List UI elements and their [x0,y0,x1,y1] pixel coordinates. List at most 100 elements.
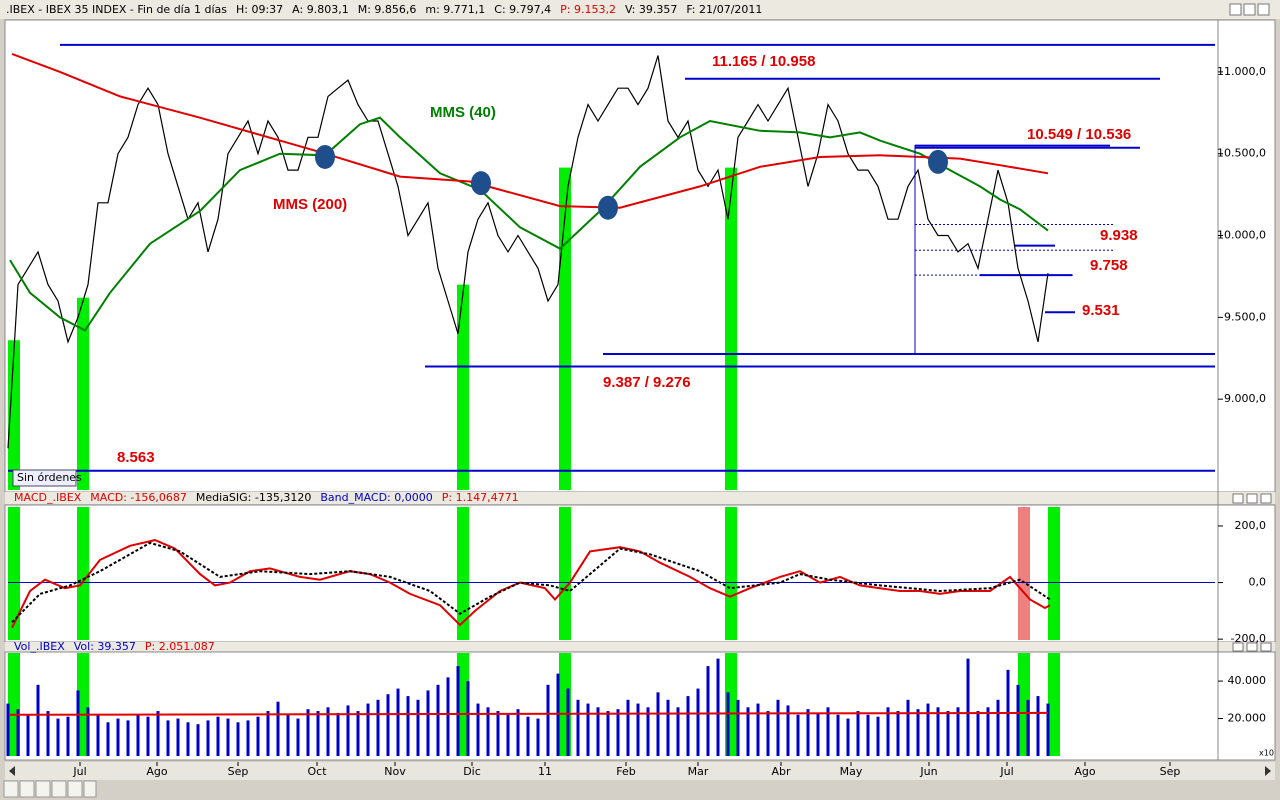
maximize-button[interactable] [1243,3,1256,16]
volume-bar [126,720,130,756]
header-part: F: 21/07/2011 [686,3,762,16]
volume-bar [606,711,610,756]
volume-header-bar [5,642,1275,652]
nav-button[interactable] [35,780,51,798]
volume-panel [4,651,1276,761]
window-buttons[interactable] [1229,3,1270,16]
x-tick-label: Jul [999,765,1013,778]
volume-bar [876,716,880,756]
signal-bar [1048,653,1060,756]
x-tick-label: Feb [616,765,635,778]
volume-bar [756,703,760,756]
header-part: V: 39.357 [625,3,677,16]
volume-bar [296,718,300,756]
volume-bar [226,718,230,756]
x-tick-label: Ago [146,765,168,778]
volume-bar [16,709,20,756]
volume-bar [306,709,310,756]
volume-bar [666,699,670,756]
annotation: 8.563 [117,449,155,466]
volume-bar [166,720,170,756]
volume-bar [926,703,930,756]
volume-bar [866,714,870,756]
panel-button[interactable] [1260,642,1272,652]
panel-button[interactable] [1260,493,1272,504]
x-tick-label: Dic [463,765,481,778]
volume-bar [176,718,180,756]
volume-bar [266,711,270,756]
volume-bar [556,673,560,756]
header-part: A: 9.803,1 [292,3,349,16]
volume-bar [536,718,540,756]
scroll-right[interactable] [1265,766,1271,776]
nav-button[interactable] [67,780,83,798]
volume-bar [146,716,150,756]
minimize-button[interactable] [1229,3,1242,16]
signal-bar [725,507,737,640]
macd-header-bar [5,492,1275,504]
volume-bar [476,703,480,756]
nav-button[interactable] [51,780,67,798]
close-button[interactable] [1257,3,1270,16]
volume-bar [736,699,740,756]
series-line [11,541,1051,623]
y-tick-label: 10.000,0 [1217,229,1266,242]
panel-button[interactable] [1232,642,1244,652]
header-part: .IBEX - IBEX 35 INDEX - Fin de día 1 día… [6,3,227,16]
signal-bar [1018,507,1030,640]
header-part: Vol_.IBEX [14,640,65,653]
panel-buttons[interactable] [1232,493,1272,652]
volume-bar [856,711,860,756]
panel-1: MACD_.IBEX MACD: -156,0687 MediaSIG: -135,… [8,491,1266,645]
volume-bar [66,716,70,756]
panel-button[interactable] [1232,493,1244,504]
nav-button[interactable] [19,780,35,798]
volume-bar [246,720,250,756]
header-part: M: 9.856,6 [358,3,417,16]
x-tick-label: 11 [538,765,552,778]
panel-header: Vol_.IBEX Vol: 39.357 P: 2.051.087 [14,640,215,653]
x-tick-label: May [840,765,863,778]
y-tick-label: 40.000 [1228,674,1267,687]
y-tick-label: 20.000 [1228,712,1267,725]
volume-bar [76,690,80,756]
volume-bar [86,707,90,756]
volume-bar [706,666,710,756]
nav-button[interactable] [3,780,19,798]
title-bar-text: .IBEX - IBEX 35 INDEX - Fin de día 1 día… [6,3,762,16]
volume-bar [1046,703,1050,756]
header-part: P: 2.051.087 [145,640,215,653]
y-tick-label: 0,0 [1249,576,1267,589]
panel-0: 11.000,0 10.500,0 10.000,0 9.500,0 9.000,0 MM… [7,43,1266,490]
volume-bar [686,696,690,756]
panel-button[interactable] [1246,642,1258,652]
x-tick-label: Ago [1074,765,1096,778]
signal-bar [457,653,469,756]
panel-button[interactable] [1246,493,1258,504]
volume-bar [316,711,320,756]
navigation-buttons[interactable] [3,780,97,798]
y-tick-label: -200,0 [1231,632,1266,645]
volume-bar [796,714,800,756]
series-line [9,116,1049,332]
signal-bar [77,653,89,756]
crossover [315,144,335,169]
signal-bar [457,507,469,640]
nav-button[interactable] [83,780,97,798]
crossover [471,171,491,196]
crossover [598,195,618,220]
macd-panel [4,504,1276,643]
scroll-left[interactable] [9,766,15,776]
plots: 11.000,0 10.500,0 10.000,0 9.500,0 9.000,0 MM… [6,43,1267,778]
volume-bar [116,718,120,756]
volume-bar [506,714,510,756]
volume-bar [626,699,630,756]
signal-bar [457,284,469,490]
y-tick-label: 9.000,0 [1224,392,1266,405]
volume-bar [46,711,50,756]
volume-bar [956,707,960,756]
volume-bar [406,696,410,756]
header-part: MediaSIG: -135,3120 [196,491,311,504]
volume-bar [1036,696,1040,756]
